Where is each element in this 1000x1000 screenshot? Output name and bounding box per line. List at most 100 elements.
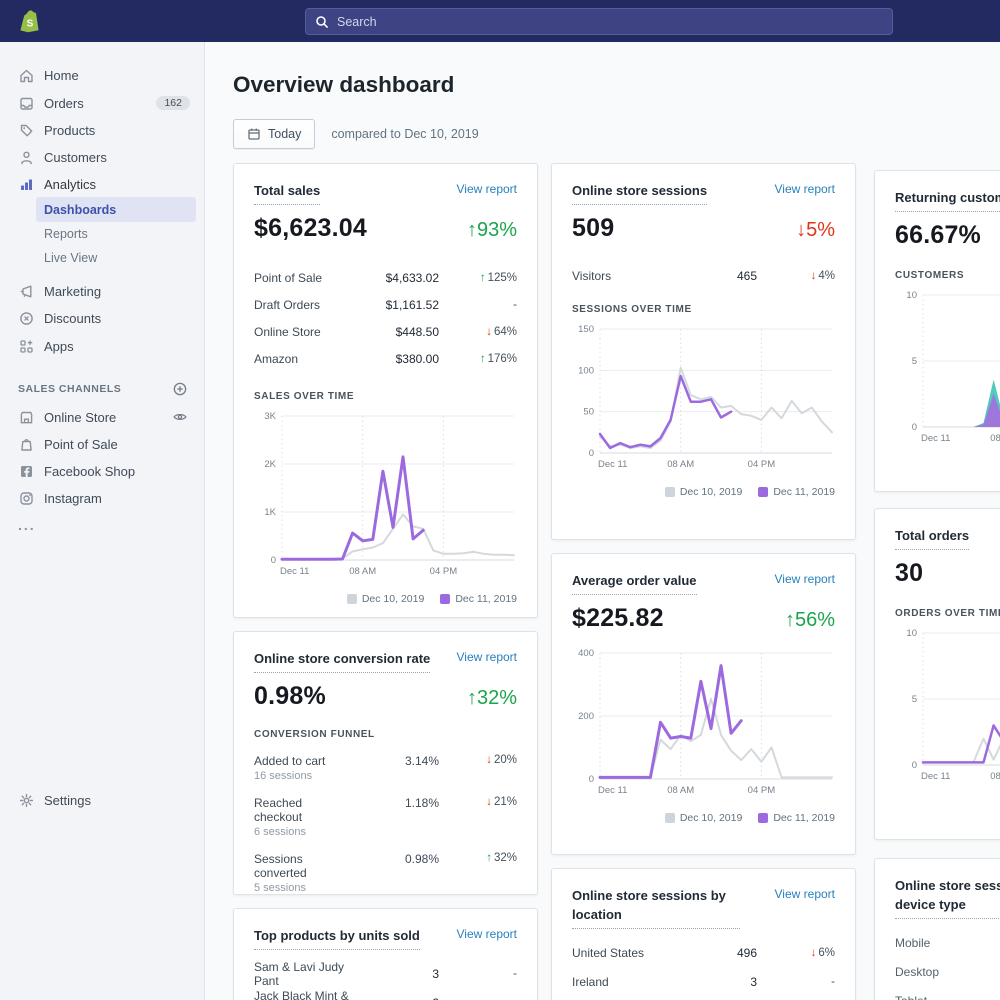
view-report-link[interactable]: View report [457,182,517,196]
sidebar-item-settings[interactable]: Settings [0,787,204,813]
card-average-order-value: Average order value View report $225.82 … [551,553,856,855]
up-arrow-icon: ↑ [480,272,486,284]
up-arrow-icon: ↑ [486,852,492,864]
row-label: Online Store [254,325,353,339]
table-row: Point of Sale $4,633.02 ↑125% [254,265,517,292]
view-report-link[interactable]: View report [775,887,835,901]
row-delta: - [439,299,517,311]
sidebar-item-home[interactable]: Home [0,62,204,88]
sidebar-item-marketing[interactable]: Marketing [0,278,204,304]
sidebar-item-live-view[interactable]: Live View [0,245,204,271]
table-row: Desktop [895,958,1000,987]
metric-value: $6,623.04 [254,214,367,243]
sidebar-more-button[interactable]: ... [0,512,204,538]
svg-text:04 PM: 04 PM [430,566,458,577]
down-arrow-icon: ↓ [486,754,492,766]
view-report-link[interactable]: View report [775,572,835,586]
sidebar-item-discounts[interactable]: Discounts [0,305,204,331]
card-total-sales: Total sales View report $6,623.04 ↑93% P… [233,163,538,618]
row-value: 1.18% [353,796,439,810]
customers-over-time-chart: 0510Dec 1108 AM [895,289,1000,452]
sidebar-item-label: Analytics [44,177,96,192]
row-label: Sam & Lavi Judy Pant [254,960,353,988]
sidebar-item-customers[interactable]: Customers [0,144,204,170]
calendar-icon [247,127,261,141]
metric-value: $225.82 [572,604,664,633]
card-title: Online store conversion rate [254,650,430,673]
table-row: Tablet [895,987,1000,1000]
svg-text:04 PM: 04 PM [748,785,776,796]
add-channel-button[interactable] [172,381,188,397]
svg-text:S: S [27,19,34,30]
table-row: Amazon $380.00 ↑176% [254,346,517,373]
metric-delta: ↑32% [467,687,517,710]
row-label: Amazon [254,352,353,366]
date-range-button[interactable]: Today [233,119,315,149]
legend-label: Dec 11, 2019 [773,812,835,824]
aov-over-time-chart: 0200400Dec 1108 AM04 PM [572,647,835,804]
sidebar-item-online-store[interactable]: Online Store [0,404,204,430]
row-sublabel: 6 sessions [254,826,517,838]
sidebar-item-dashboards-active[interactable]: Dashboards [36,197,196,222]
sidebar-item-facebook-shop[interactable]: Facebook Shop [0,458,204,484]
svg-text:0: 0 [589,774,594,785]
card-title: Top products by units sold [254,927,420,950]
search-bar [305,8,893,35]
sales-channels-header: SALES CHANNELS [0,376,204,402]
metric-value: 66.67% [895,221,981,250]
row-sublabel: 16 sessions [254,770,517,782]
sidebar-item-apps[interactable]: Apps [0,333,204,359]
person-icon [18,149,35,166]
svg-text:0: 0 [271,555,276,566]
sales-breakdown: Point of Sale $4,633.02 ↑125% Draft Orde… [254,265,517,373]
view-report-link[interactable]: View report [457,927,517,941]
legend-label: Dec 10, 2019 [680,486,742,498]
card-title: Total sales [254,182,320,205]
sidebar-item-instagram[interactable]: Instagram [0,485,204,511]
svg-text:10: 10 [906,628,917,639]
view-report-link[interactable]: View report [775,182,835,196]
legend-swatch-dec11 [758,813,768,823]
sidebar-item-reports[interactable]: Reports [0,221,204,247]
tag-icon [18,122,35,139]
row-value: $380.00 [353,352,439,366]
card-top-products: Top products by units sold View report S… [233,908,538,1000]
eye-icon[interactable] [172,409,188,425]
sidebar-item-products[interactable]: Products [0,117,204,143]
date-range-label: Today [268,127,301,141]
up-arrow-icon: ↑ [480,353,486,365]
metric-value: 30 [895,559,923,588]
down-arrow-icon: ↓ [811,270,817,282]
sidebar-item-point-of-sale[interactable]: Point of Sale [0,431,204,457]
metric-delta: ↑56% [785,609,835,632]
card-sessions-by-location: Online store sessions by location View r… [551,868,856,1000]
svg-text:08 AM: 08 AM [667,785,694,796]
megaphone-icon [18,283,35,300]
row-value: 3 [353,967,439,981]
row-delta: ↓4% [757,270,835,282]
down-arrow-icon: ↓ [486,326,492,338]
row-label: Point of Sale [254,271,353,285]
legend-swatch-dec10 [665,487,675,497]
row-sublabel: 5 sessions [254,882,517,894]
search-input[interactable] [337,15,883,29]
top-bar: S [0,0,1000,42]
svg-text:5: 5 [912,694,917,705]
view-report-link[interactable]: View report [457,650,517,664]
sales-over-time-chart: 01K2K3KDec 1108 AM04 PM [254,410,517,585]
sidebar-item-label: Point of Sale [44,437,118,452]
row-value: 2 [353,996,439,1000]
svg-text:08 AM: 08 AM [667,459,694,470]
table-row: United States 496 ↓6% [572,939,835,968]
svg-text:Dec 11: Dec 11 [598,785,627,796]
card-online-store-sessions: Online store sessions View report 509 ↓5… [551,163,856,540]
sidebar-item-orders[interactable]: Orders 162 [0,90,204,116]
sidebar-item-label: Apps [44,339,74,354]
shopify-logo-icon[interactable]: S [15,7,43,35]
table-row: Jack Black Mint & Shea Butter Li 2 - [254,989,517,1000]
sidebar-item-analytics[interactable]: Analytics [0,171,204,197]
svg-text:Dec 11: Dec 11 [921,771,950,782]
table-row: Online Store $448.50 ↓64% [254,319,517,346]
down-arrow-icon: ↓ [486,796,492,808]
chart-legend: Dec 10, 2019 Dec 11, 2019 [254,593,517,605]
